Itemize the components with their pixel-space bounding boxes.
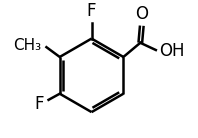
Text: F: F [87,2,96,20]
Text: OH: OH [160,42,185,60]
Text: CH₃: CH₃ [13,39,42,53]
Text: F: F [34,95,44,112]
Text: O: O [135,5,148,23]
